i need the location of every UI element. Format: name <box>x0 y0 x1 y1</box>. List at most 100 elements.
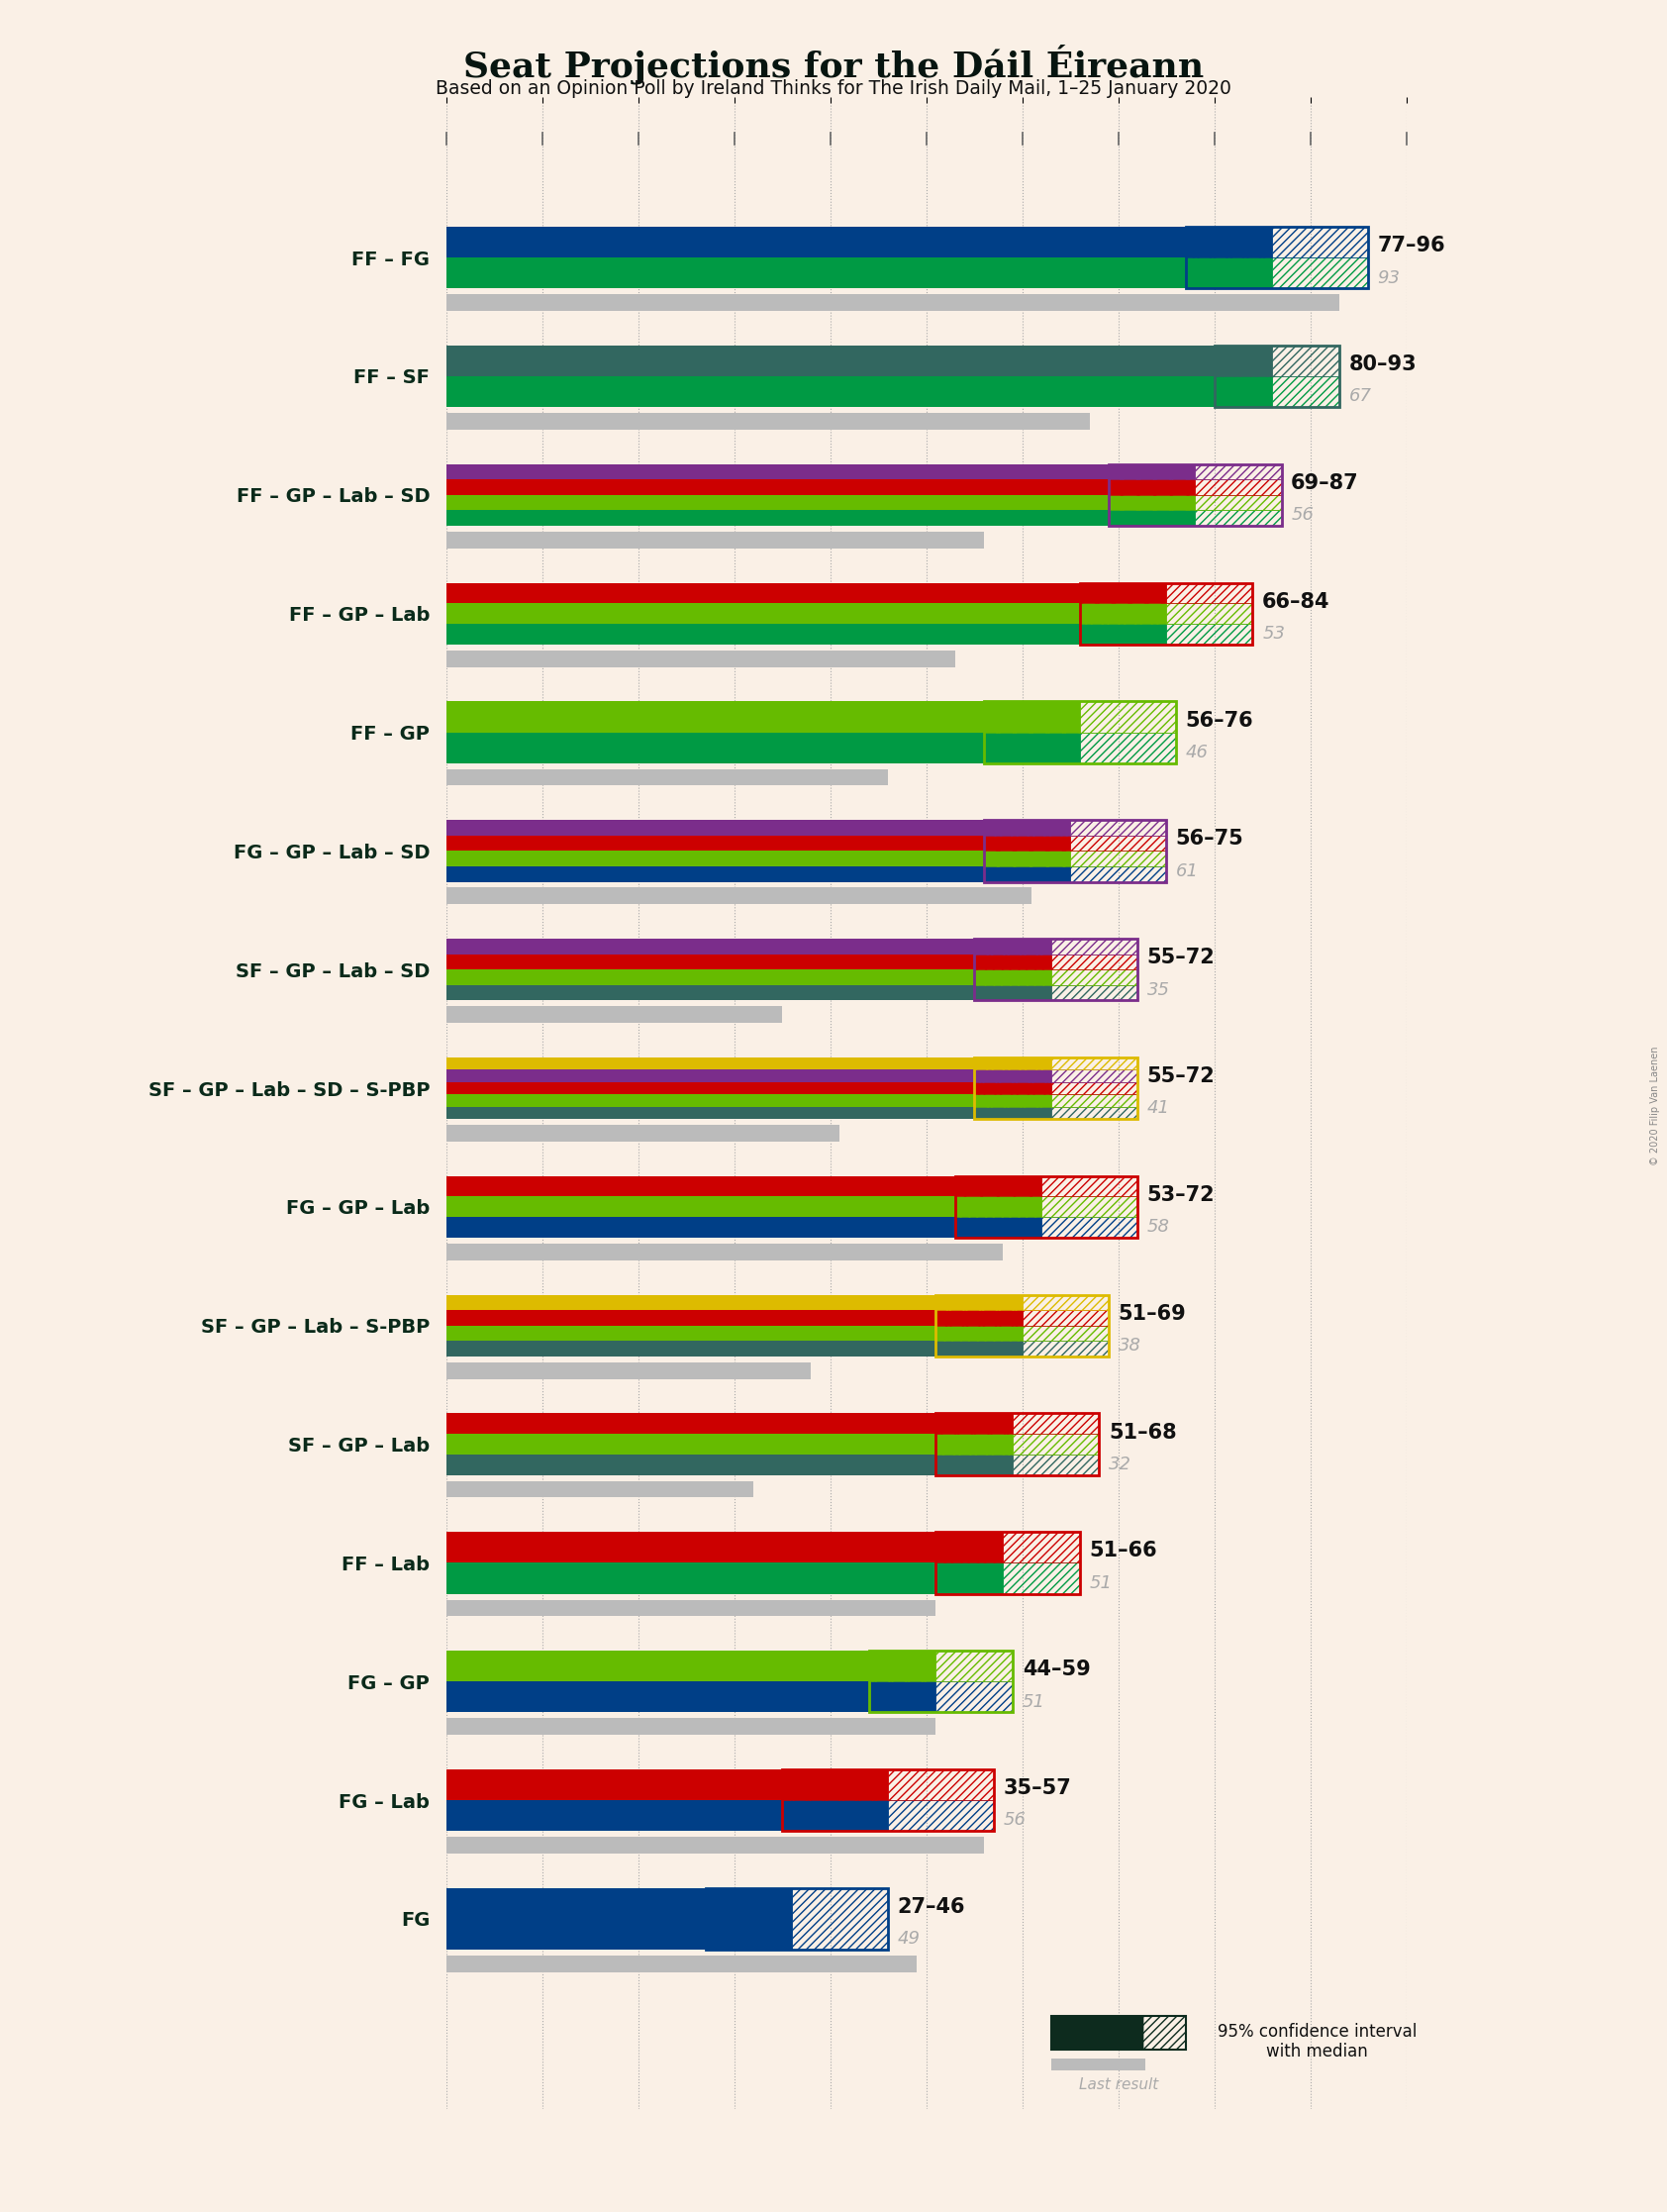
Bar <box>447 867 984 883</box>
Bar <box>984 701 1175 763</box>
Bar <box>935 1455 1012 1475</box>
Bar <box>1109 2015 1144 2048</box>
Bar <box>974 938 1052 953</box>
Bar <box>447 376 1214 407</box>
Bar <box>974 1106 1052 1119</box>
Bar <box>1272 228 1369 257</box>
Bar <box>974 984 1052 1000</box>
Bar <box>447 821 984 836</box>
Text: 46: 46 <box>1185 743 1209 761</box>
Bar <box>935 1650 1012 1681</box>
Bar <box>1070 821 1167 836</box>
Bar <box>792 1889 889 1949</box>
Bar <box>1070 852 1167 867</box>
Bar <box>1080 582 1252 644</box>
Bar <box>1022 1325 1109 1340</box>
Bar <box>1272 345 1339 376</box>
Bar <box>1080 604 1167 624</box>
Bar <box>1185 257 1272 288</box>
Bar <box>955 1177 1042 1197</box>
Bar <box>447 1325 935 1340</box>
Bar <box>1144 2015 1185 2048</box>
Bar <box>935 1325 1022 1340</box>
Bar <box>447 1197 955 1217</box>
Bar <box>1042 1197 1137 1217</box>
Bar <box>974 953 1052 969</box>
Bar <box>935 1340 1022 1356</box>
Bar <box>447 770 889 785</box>
Bar <box>705 1889 792 1949</box>
Bar <box>1272 376 1339 407</box>
Bar <box>1099 2015 1119 2048</box>
Bar <box>447 1650 869 1681</box>
Bar <box>1214 345 1339 407</box>
Bar <box>447 650 955 668</box>
Bar <box>935 1310 1022 1325</box>
Bar <box>447 1770 782 1801</box>
Bar <box>869 1650 1012 1712</box>
Bar <box>1109 465 1282 526</box>
Bar <box>447 604 1080 624</box>
Bar <box>447 984 974 1000</box>
Bar <box>1070 867 1167 883</box>
Bar <box>1185 257 1272 288</box>
Bar <box>447 531 984 549</box>
Bar <box>1195 465 1282 480</box>
Bar <box>1004 1533 1080 1564</box>
Bar <box>447 1177 955 1197</box>
Bar <box>447 887 1032 905</box>
Bar <box>782 1801 889 1832</box>
Bar <box>447 465 1109 480</box>
Text: 49: 49 <box>897 1931 920 1949</box>
Bar <box>974 1082 1052 1095</box>
Bar <box>955 1217 1042 1239</box>
Text: 58: 58 <box>1147 1219 1170 1237</box>
Bar <box>1052 2015 1185 2048</box>
Bar <box>1214 376 1272 407</box>
Bar <box>1080 582 1167 604</box>
Text: 44–59: 44–59 <box>1022 1659 1090 1679</box>
Text: © 2020 Filip Van Laenen: © 2020 Filip Van Laenen <box>1650 1046 1660 1166</box>
Bar <box>1185 228 1272 257</box>
Bar <box>447 1533 935 1564</box>
Bar <box>1080 701 1175 732</box>
Bar <box>1109 465 1195 480</box>
Text: 35–57: 35–57 <box>1004 1778 1072 1798</box>
Bar <box>1195 495 1282 511</box>
Bar <box>935 1310 1022 1325</box>
Bar <box>1080 624 1167 644</box>
Bar <box>1109 511 1195 526</box>
Bar <box>447 953 974 969</box>
Bar <box>1012 1413 1099 1433</box>
Bar <box>1080 604 1167 624</box>
Text: 38: 38 <box>1119 1336 1140 1354</box>
Bar <box>447 511 1109 526</box>
Bar <box>1004 1564 1080 1593</box>
Bar <box>1109 495 1195 511</box>
Text: 56: 56 <box>1290 507 1314 524</box>
Bar <box>984 867 1070 883</box>
Bar <box>984 836 1070 852</box>
Bar <box>935 1533 1004 1564</box>
Bar <box>974 969 1052 984</box>
Bar <box>984 852 1070 867</box>
Bar <box>1080 732 1175 763</box>
Text: Seat Projections for the Dáil Éireann: Seat Projections for the Dáil Éireann <box>463 44 1204 84</box>
Bar <box>935 1340 1022 1356</box>
Bar <box>1052 1057 1137 1071</box>
Bar <box>1185 228 1369 288</box>
Bar <box>984 732 1080 763</box>
Bar <box>984 701 1080 732</box>
Bar <box>955 1197 1042 1217</box>
Text: 51–69: 51–69 <box>1119 1303 1187 1323</box>
Bar <box>782 1801 889 1832</box>
Bar <box>782 1770 994 1832</box>
Bar <box>1022 1310 1109 1325</box>
Bar <box>1109 480 1195 495</box>
Bar <box>447 1363 812 1378</box>
Bar <box>974 1095 1052 1106</box>
Bar <box>447 852 984 867</box>
Bar <box>1185 228 1272 257</box>
Bar <box>935 1533 1080 1593</box>
Bar <box>984 852 1070 867</box>
